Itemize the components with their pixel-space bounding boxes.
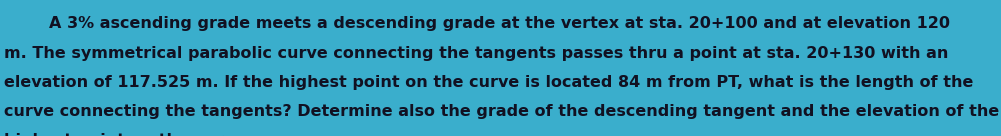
Text: curve connecting the tangents? Determine also the grade of the descending tangen: curve connecting the tangents? Determine… bbox=[4, 104, 999, 119]
Text: highest point on the curve.: highest point on the curve. bbox=[4, 133, 251, 136]
Text: A 3% ascending grade meets a descending grade at the vertex at sta. 20+100 and a: A 3% ascending grade meets a descending … bbox=[4, 16, 950, 31]
Text: elevation of 117.525 m. If the highest point on the curve is located 84 m from P: elevation of 117.525 m. If the highest p… bbox=[4, 75, 973, 90]
Text: m. The symmetrical parabolic curve connecting the tangents passes thru a point a: m. The symmetrical parabolic curve conne… bbox=[4, 46, 948, 61]
